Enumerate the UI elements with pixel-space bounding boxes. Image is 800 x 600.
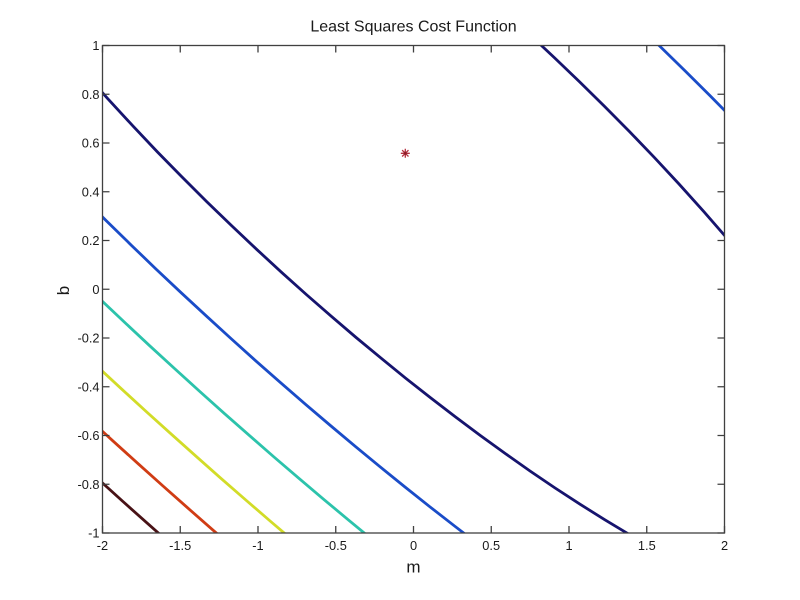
svg-text:-1.5: -1.5 <box>169 538 191 553</box>
svg-text:-0.8: -0.8 <box>77 477 99 492</box>
svg-text:1: 1 <box>565 538 572 553</box>
svg-text:1: 1 <box>92 38 99 53</box>
svg-text:1.5: 1.5 <box>638 538 656 553</box>
svg-text:0.6: 0.6 <box>82 136 100 151</box>
svg-text:0.4: 0.4 <box>82 184 100 199</box>
svg-text:-0.4: -0.4 <box>77 379 99 394</box>
svg-text:0: 0 <box>410 538 417 553</box>
svg-text:-0.5: -0.5 <box>325 538 347 553</box>
svg-text:0.8: 0.8 <box>82 87 100 102</box>
svg-text:m: m <box>406 558 420 577</box>
svg-text:b: b <box>54 286 73 295</box>
svg-text:-1: -1 <box>88 526 99 541</box>
svg-text:0.2: 0.2 <box>82 233 100 248</box>
svg-text:-2: -2 <box>97 538 108 553</box>
svg-text:0.5: 0.5 <box>482 538 500 553</box>
svg-text:-0.6: -0.6 <box>77 428 99 443</box>
svg-text:2: 2 <box>721 538 728 553</box>
svg-text:Least Squares Cost Function: Least Squares Cost Function <box>310 19 516 36</box>
svg-text:-0.2: -0.2 <box>77 331 99 346</box>
svg-text:0: 0 <box>92 282 99 297</box>
svg-text:-1: -1 <box>252 538 263 553</box>
